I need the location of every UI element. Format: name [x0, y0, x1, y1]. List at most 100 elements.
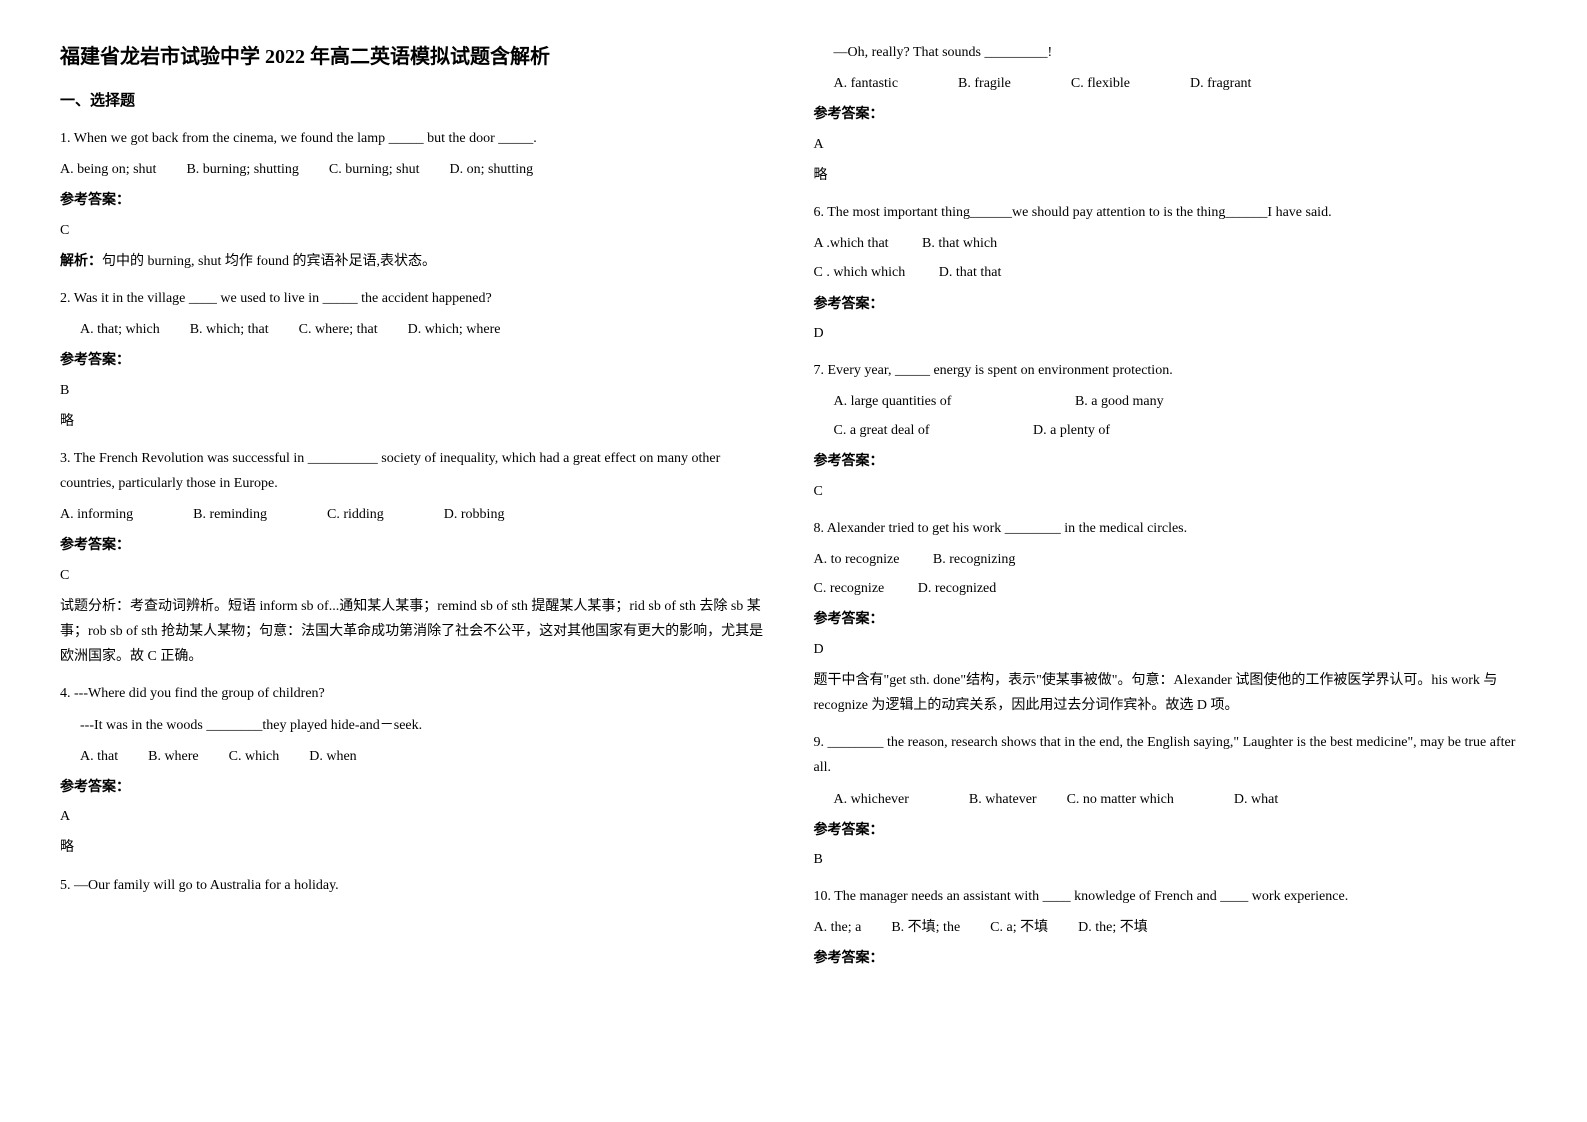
question-6: 6. The most important thing______we shou… [814, 200, 1528, 346]
option-b: B. that which [922, 231, 997, 256]
option-c: C. recognize [814, 576, 885, 601]
option-d: D. a plenty of [1033, 418, 1110, 443]
option-a: A. the; a [814, 915, 862, 940]
section-header: 一、选择题 [60, 89, 774, 110]
question-text: 9. ________ the reason, research shows t… [814, 730, 1528, 780]
question-9: 9. ________ the reason, research shows t… [814, 730, 1528, 872]
question-5-cont: —Oh, really? That sounds _________! A. f… [814, 40, 1528, 188]
option-b: B. 不填; the [891, 915, 960, 940]
note: 略 [60, 835, 774, 860]
page-title: 福建省龙岩市试验中学 2022 年高二英语模拟试题含解析 [60, 40, 774, 69]
answer-label: 参考答案： [814, 449, 1528, 474]
question-text: 2. Was it in the village ____ we used to… [60, 286, 774, 311]
answer-label: 参考答案： [60, 775, 774, 800]
answer-value: B [60, 378, 774, 403]
answer-value: B [814, 847, 1528, 872]
answer-value: D [814, 637, 1528, 662]
option-d: D. on; shutting [449, 157, 533, 182]
analysis-label: 解析： [60, 254, 102, 269]
left-column: 福建省龙岩市试验中学 2022 年高二英语模拟试题含解析 一、选择题 1. Wh… [60, 40, 774, 984]
options-row: A. being on; shut B. burning; shutting C… [60, 157, 774, 182]
option-c: C. flexible [1071, 71, 1130, 96]
options-row: A. that B. where C. which D. when [60, 744, 774, 769]
note: 略 [814, 163, 1528, 188]
options-row-1: A .which that B. that which [814, 231, 1528, 256]
option-d: D. the; 不填 [1078, 915, 1148, 940]
question-text-2: ---It was in the woods ________they play… [60, 713, 774, 738]
answer-label: 参考答案： [814, 102, 1528, 127]
options-row: A. that; which B. which; that C. where; … [60, 317, 774, 342]
answer-label: 参考答案： [60, 533, 774, 558]
answer-label: 参考答案： [60, 348, 774, 373]
option-d: D. that that [939, 260, 1002, 285]
question-text: 5. —Our family will go to Australia for … [60, 873, 774, 898]
answer-label: 参考答案： [60, 188, 774, 213]
option-b: B. burning; shutting [186, 157, 298, 182]
options-row: A. informing B. reminding C. ridding D. … [60, 502, 774, 527]
option-c: C. where; that [299, 317, 378, 342]
question-text: 10. The manager needs an assistant with … [814, 884, 1528, 909]
question-2: 2. Was it in the village ____ we used to… [60, 286, 774, 434]
option-a: A. to recognize [814, 547, 900, 572]
question-4: 4. ---Where did you find the group of ch… [60, 681, 774, 860]
analysis: 解析：句中的 burning, shut 均作 found 的宾语补足语,表状态… [60, 249, 774, 274]
right-column: —Oh, really? That sounds _________! A. f… [814, 40, 1528, 984]
option-c: C. ridding [327, 502, 384, 527]
question-text: —Oh, really? That sounds _________! [814, 40, 1528, 65]
option-c: C. burning; shut [329, 157, 420, 182]
answer-value: C [60, 218, 774, 243]
options-row: A. whichever B. whatever C. no matter wh… [814, 787, 1528, 812]
options-row-2: C. a great deal of D. a plenty of [814, 418, 1528, 443]
option-a: A. being on; shut [60, 157, 156, 182]
question-text: 8. Alexander tried to get his work _____… [814, 516, 1528, 541]
option-b: B. which; that [190, 317, 269, 342]
analysis-text: 句中的 burning, shut 均作 found 的宾语补足语,表状态。 [102, 254, 436, 269]
option-a: A. whichever [834, 787, 909, 812]
answer-value: C [814, 479, 1528, 504]
option-d: D. what [1234, 787, 1278, 812]
answer-label: 参考答案： [814, 607, 1528, 632]
option-b: B. fragile [958, 71, 1011, 96]
option-c: C. a; 不填 [990, 915, 1048, 940]
question-10: 10. The manager needs an assistant with … [814, 884, 1528, 972]
note: 略 [60, 409, 774, 434]
option-d: D. recognized [918, 576, 997, 601]
option-a: A. that; which [80, 317, 160, 342]
options-row-2: C . which which D. that that [814, 260, 1528, 285]
question-text: 7. Every year, _____ energy is spent on … [814, 358, 1528, 383]
answer-value: D [814, 321, 1528, 346]
option-b: B. recognizing [933, 547, 1015, 572]
answer-value: C [60, 563, 774, 588]
answer-label: 参考答案： [814, 292, 1528, 317]
question-7: 7. Every year, _____ energy is spent on … [814, 358, 1528, 504]
question-text: 3. The French Revolution was successful … [60, 446, 774, 496]
option-d: D. fragrant [1190, 71, 1251, 96]
option-c: C. no matter which [1067, 787, 1174, 812]
option-a: A. that [80, 744, 118, 769]
option-d: D. when [309, 744, 356, 769]
option-b: B. reminding [193, 502, 267, 527]
option-c: C . which which [814, 260, 906, 285]
options-row: A. fantastic B. fragile C. flexible D. f… [814, 71, 1528, 96]
option-a: A. large quantities of [834, 389, 952, 414]
options-row: A. the; a B. 不填; the C. a; 不填 D. the; 不填 [814, 915, 1528, 940]
options-row-1: A. large quantities of B. a good many [814, 389, 1528, 414]
option-b: B. a good many [1075, 389, 1164, 414]
analysis-text: 试题分析：考查动词辨析。短语 inform sb of...通知某人某事；rem… [60, 594, 774, 670]
question-1: 1. When we got back from the cinema, we … [60, 126, 774, 274]
option-a: A .which that [814, 231, 889, 256]
answer-value: A [60, 804, 774, 829]
answer-label: 参考答案： [814, 818, 1528, 843]
option-d: D. which; where [408, 317, 501, 342]
question-text: 6. The most important thing______we shou… [814, 200, 1528, 225]
option-a: A. fantastic [834, 71, 899, 96]
option-a: A. informing [60, 502, 133, 527]
option-c: C. a great deal of [834, 418, 930, 443]
option-b: B. whatever [969, 787, 1037, 812]
analysis-text: 题干中含有"get sth. done"结构，表示"使某事被做"。句意：Alex… [814, 668, 1528, 718]
options-row-1: A. to recognize B. recognizing [814, 547, 1528, 572]
question-text: 4. ---Where did you find the group of ch… [60, 681, 774, 706]
option-c: C. which [229, 744, 280, 769]
answer-value: A [814, 132, 1528, 157]
question-8: 8. Alexander tried to get his work _____… [814, 516, 1528, 718]
